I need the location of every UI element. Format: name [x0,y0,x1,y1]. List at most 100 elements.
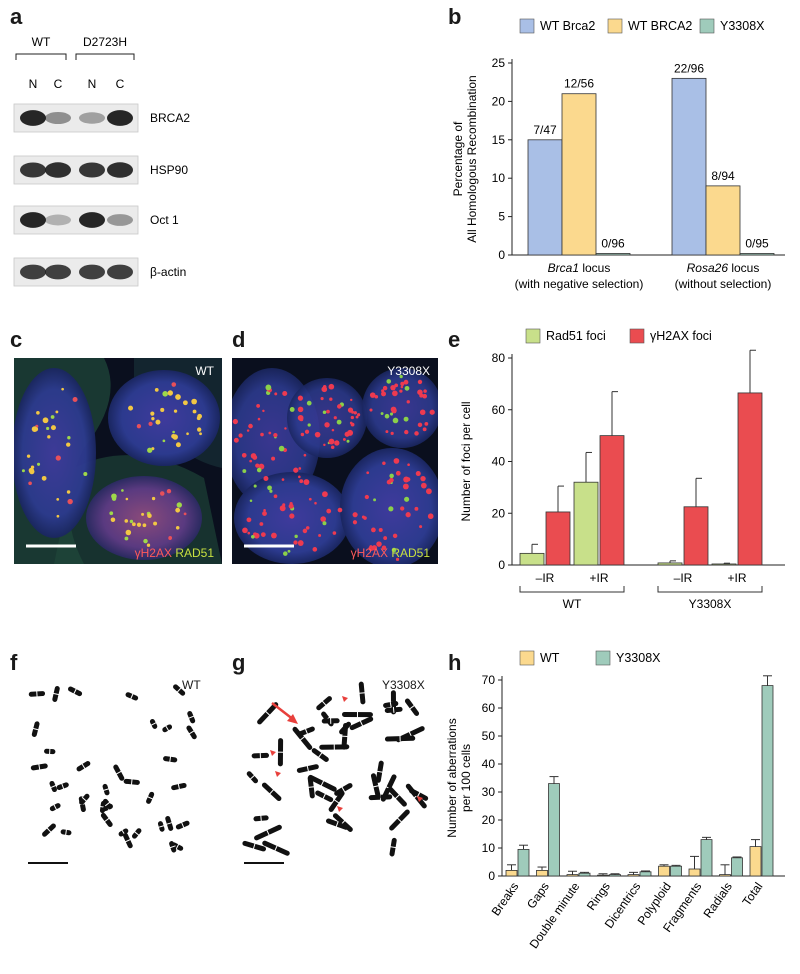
stain-legend-d: γH2AX RAD51 [351,546,430,560]
bar [527,139,563,256]
blot-band [20,264,46,280]
blot-band [45,111,71,125]
blot-band [45,214,71,226]
blot-lane-label: N [88,77,97,91]
bar-data-label: 0/96 [601,236,625,250]
y-tick-label: 0 [488,869,495,883]
bar [731,857,743,877]
stain-gh2ax-label: γH2AX [134,546,172,560]
group-label: Y3308X [689,597,732,611]
bar [609,874,621,877]
blot-band [20,110,46,126]
blot-lane-label: C [116,77,125,91]
category-label: Brca1 locus [548,261,611,275]
panel-letter-e: e [448,327,461,352]
y-tick-label: 10 [482,841,496,855]
y-axis-label: Number of aberrations [445,718,459,837]
blot-protein-label: HSP90 [150,163,188,177]
y-tick-label: 60 [482,701,496,715]
bar [536,869,548,877]
panel-letter-c: c [10,327,23,352]
bar [700,839,713,877]
category-label: (with negative selection) [515,277,644,291]
blot-lane-label: C [54,77,63,91]
blot-band [107,110,133,126]
blot-strips: BRCA2 HSP90 Oct 1 β-actin [13,103,190,287]
category-label: +IR [589,571,608,585]
blot-band [45,162,71,178]
group-bracket [657,586,763,593]
y-tick-label: 5 [498,210,505,224]
bar-data-label: 7/47 [533,123,557,137]
y-tick-label: 25 [492,56,506,70]
bar [566,874,579,877]
blot-strip: HSP90 [13,155,188,185]
legend-swatch [629,328,645,344]
bar [597,874,609,877]
blot-strip: β-actin [13,257,186,287]
foci-dots-y3308x [232,374,435,561]
bar [657,562,683,566]
bar [595,253,631,256]
legend-label: Rad51 foci [546,329,606,343]
blot-group-bracket [15,53,67,60]
legend-swatch [519,650,535,666]
y-tick-label: 40 [482,757,496,771]
bar [545,511,571,566]
panel-letter-a: a [10,4,23,29]
category-label: Rosa26 locus [687,261,760,275]
aberrations-bar-chart: WT Y3308X 0 10 20 30 40 50 60 70 Number of aberrat… [445,650,785,951]
bar [505,869,518,877]
y-axis-label: Number of foci per cell [459,401,473,521]
metaphase-spread-wt: WT [10,678,220,878]
foci-dots-wt [21,382,203,547]
blot-protein-label: BRCA2 [150,111,190,125]
bar [688,868,701,877]
foci-bar-chart: Rad51 foci γH2AX foci 0 20 40 60 80 Number of f… [459,328,785,611]
blot-protein-label: β-actin [150,265,186,279]
bar [739,253,775,256]
group-label: WT [563,597,582,611]
bar [670,865,682,877]
stain-legend-c: γH2AX RAD51 [135,546,214,560]
bar [705,185,741,256]
legend-label: γH2AX foci [650,329,712,343]
legend-swatch [519,18,535,34]
group-bracket [519,586,625,593]
y-axis-label: per 100 cells [459,744,473,812]
y-tick-label: 60 [492,403,506,417]
y-axis-label: All Homologous Recombination [465,75,479,242]
blot-group-bracket [75,53,135,60]
legend-label: WT BRCA2 [628,19,692,33]
blot-band [79,112,105,124]
blot-band [79,264,105,280]
bar [561,93,597,256]
category-label: +IR [727,571,746,585]
bar-data-label: 12/56 [564,77,594,91]
image-tag-wt: WT [195,364,214,378]
category-label: –IR [536,571,555,585]
y-tick-label: 20 [482,813,496,827]
bar [627,874,640,877]
image-tag-wt: WT [182,678,201,692]
bar [711,563,737,566]
blot-strip: Oct 1 [13,205,179,235]
blot-band [107,162,133,178]
stain-gh2ax-label: γH2AX [350,546,388,560]
y-tick-label: 30 [482,785,496,799]
western-blot-panel: WT D2723H N C N C BRCA2 HSP90 Oct 1 β-actin [13,36,190,287]
bar [548,783,560,877]
blot-header: WT D2723H N C N C [15,36,135,91]
stain-rad51-label: RAD51 [175,546,214,560]
category-label: (without selection) [675,277,772,291]
y-tick-label: 10 [492,171,506,185]
y-tick-label: 50 [482,729,496,743]
blot-band [20,212,46,228]
category-label: –IR [674,571,693,585]
bar [639,871,652,877]
bar-data-label: 22/96 [674,61,704,75]
bar [658,865,670,877]
bar [749,846,762,877]
panel-letter-g: g [232,650,246,675]
blot-band [107,264,133,280]
